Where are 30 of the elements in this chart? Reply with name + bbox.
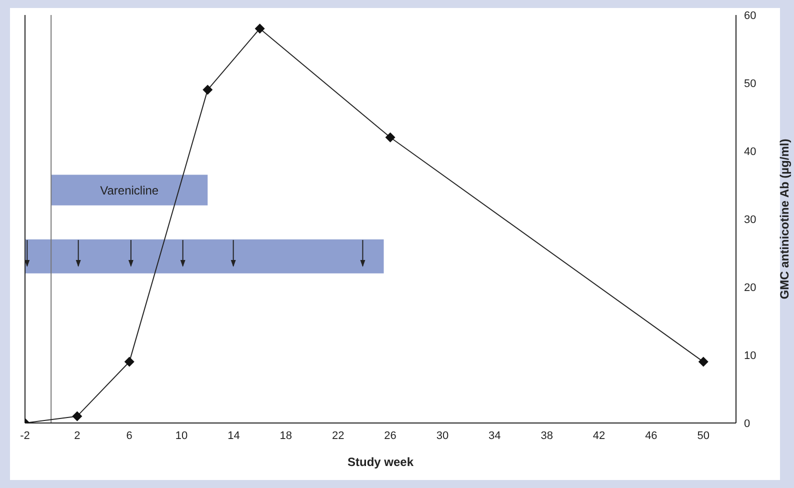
x-tick-label: 18 <box>280 430 292 442</box>
x-tick-label: 46 <box>645 430 658 442</box>
x-tick-label: -2 <box>20 430 30 442</box>
y-tick-label: 50 <box>744 78 756 90</box>
y-tick-label: 20 <box>744 282 756 294</box>
point <box>202 84 213 95</box>
point <box>385 132 396 142</box>
x-tick-label: 2 <box>74 430 80 442</box>
point <box>698 356 708 367</box>
y-tick-label: 30 <box>744 214 756 226</box>
point <box>72 411 82 422</box>
x-tick-label: 6 <box>126 430 132 442</box>
y-tick-label: 0 <box>744 418 750 430</box>
y-tick-label: 10 <box>744 350 756 362</box>
x-tick-label: 50 <box>697 430 710 442</box>
point <box>254 24 265 34</box>
x-tick-label: 30 <box>436 430 449 442</box>
x-tick-label: 22 <box>332 430 344 442</box>
x-tick-label: 26 <box>384 430 396 442</box>
x-tick-label: 34 <box>488 430 501 442</box>
band-label: Varenicline <box>100 183 159 198</box>
x-tick-label: 38 <box>540 430 553 442</box>
y-axis-title: GMC antinicotine Ab (µg/ml) <box>777 138 792 300</box>
x-tick-label: 10 <box>175 430 188 442</box>
y-tick-label: 40 <box>744 146 756 158</box>
x-axis-title: Study week <box>347 455 414 469</box>
x-tick-label: 14 <box>228 430 240 442</box>
point <box>124 356 134 367</box>
y-tick-label: 60 <box>744 10 756 22</box>
x-tick-label: 42 <box>592 430 606 442</box>
